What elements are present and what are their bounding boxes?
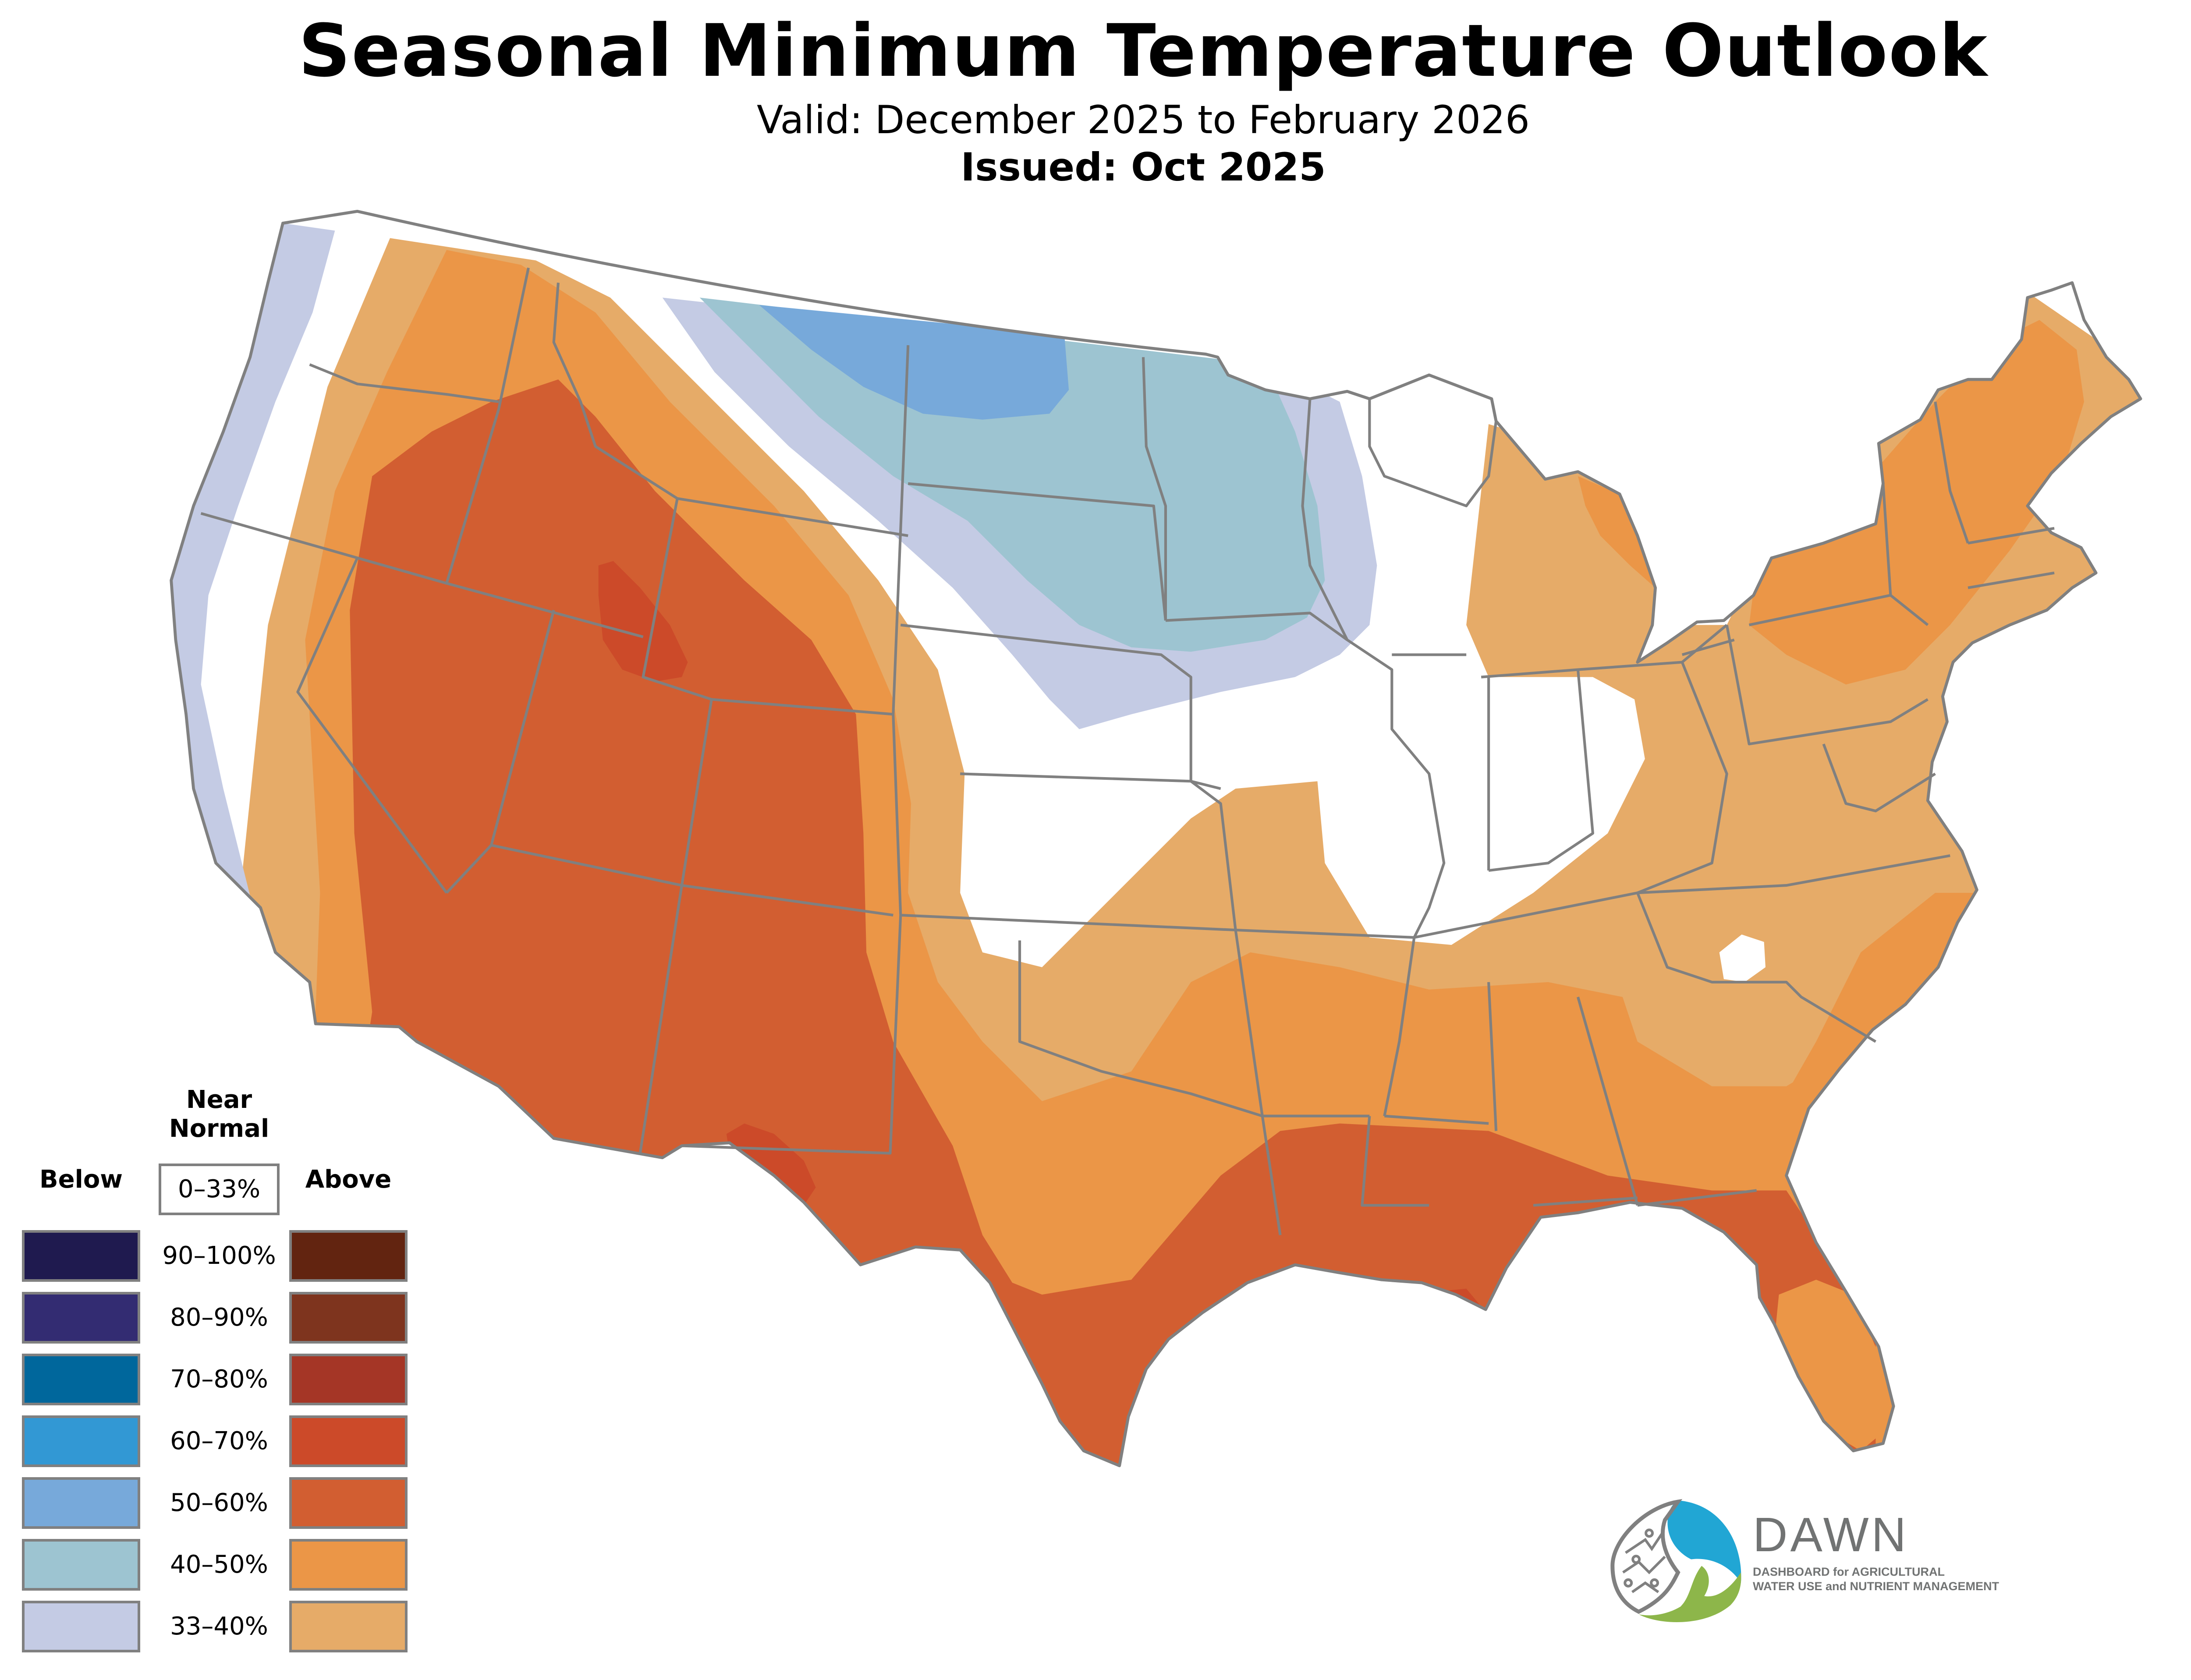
legend-below-swatch (22, 1354, 140, 1405)
logo-wordmark: DAWN (1753, 1508, 1909, 1562)
logo-tagline-line2: WATER USE and NUTRIENT MANAGEMENT (1753, 1580, 1999, 1593)
dawn-logo (1610, 1499, 1741, 1622)
northeast-above-40-50 (1749, 320, 2084, 685)
south-florida-above-40-50 (1774, 1280, 1888, 1451)
legend-above-swatch (289, 1415, 408, 1467)
legend-below-swatch (22, 1292, 140, 1344)
carolina-near-normal (1719, 934, 1766, 982)
logo-leaf (1638, 1566, 1741, 1622)
logo-circuit-lines (1622, 1528, 1666, 1593)
montana-nd-below-50-60 (759, 305, 1069, 420)
legend-above-swatch (289, 1601, 408, 1652)
legend-below-swatch (22, 1539, 140, 1591)
michigan-above-40-50 (1578, 476, 1656, 588)
legend-near-normal-range: 0–33% (177, 1175, 261, 1203)
legend-above-swatch (289, 1539, 408, 1591)
logo-tagline: DASHBOARD for AGRICULTURAL WATER USE and… (1753, 1565, 1999, 1594)
legend-near-normal-swatch: 0–33% (159, 1164, 280, 1215)
legend-above-swatch (289, 1292, 408, 1344)
legend-below-swatch (22, 1601, 140, 1652)
big-bend-above-60-70 (726, 1123, 816, 1206)
legend-below-swatch (22, 1230, 140, 1282)
wyoming-above-60-70 (598, 561, 688, 682)
state-borders (170, 209, 2142, 1468)
legend-above-swatch (289, 1354, 408, 1405)
logo-circuit-field (1610, 1499, 1683, 1614)
logo-tagline-line1: DASHBOARD for AGRICULTURAL (1753, 1565, 1945, 1578)
north-plains-below-40-50 (699, 297, 1325, 652)
map-title: Seasonal Minimum Temperature Outlook (298, 9, 1988, 93)
logo-water-drop (1667, 1500, 1741, 1583)
issued-date: Issued: Oct 2025 (961, 145, 1326, 190)
valid-period: Valid: December 2025 to February 2026 (756, 97, 1530, 142)
legend-above-swatch (289, 1477, 408, 1529)
legend-below-swatch (22, 1477, 140, 1529)
nc-coast-above-40-50 (1786, 893, 1980, 1101)
legend-below-swatch (22, 1415, 140, 1467)
legend-above-swatch (289, 1230, 408, 1282)
